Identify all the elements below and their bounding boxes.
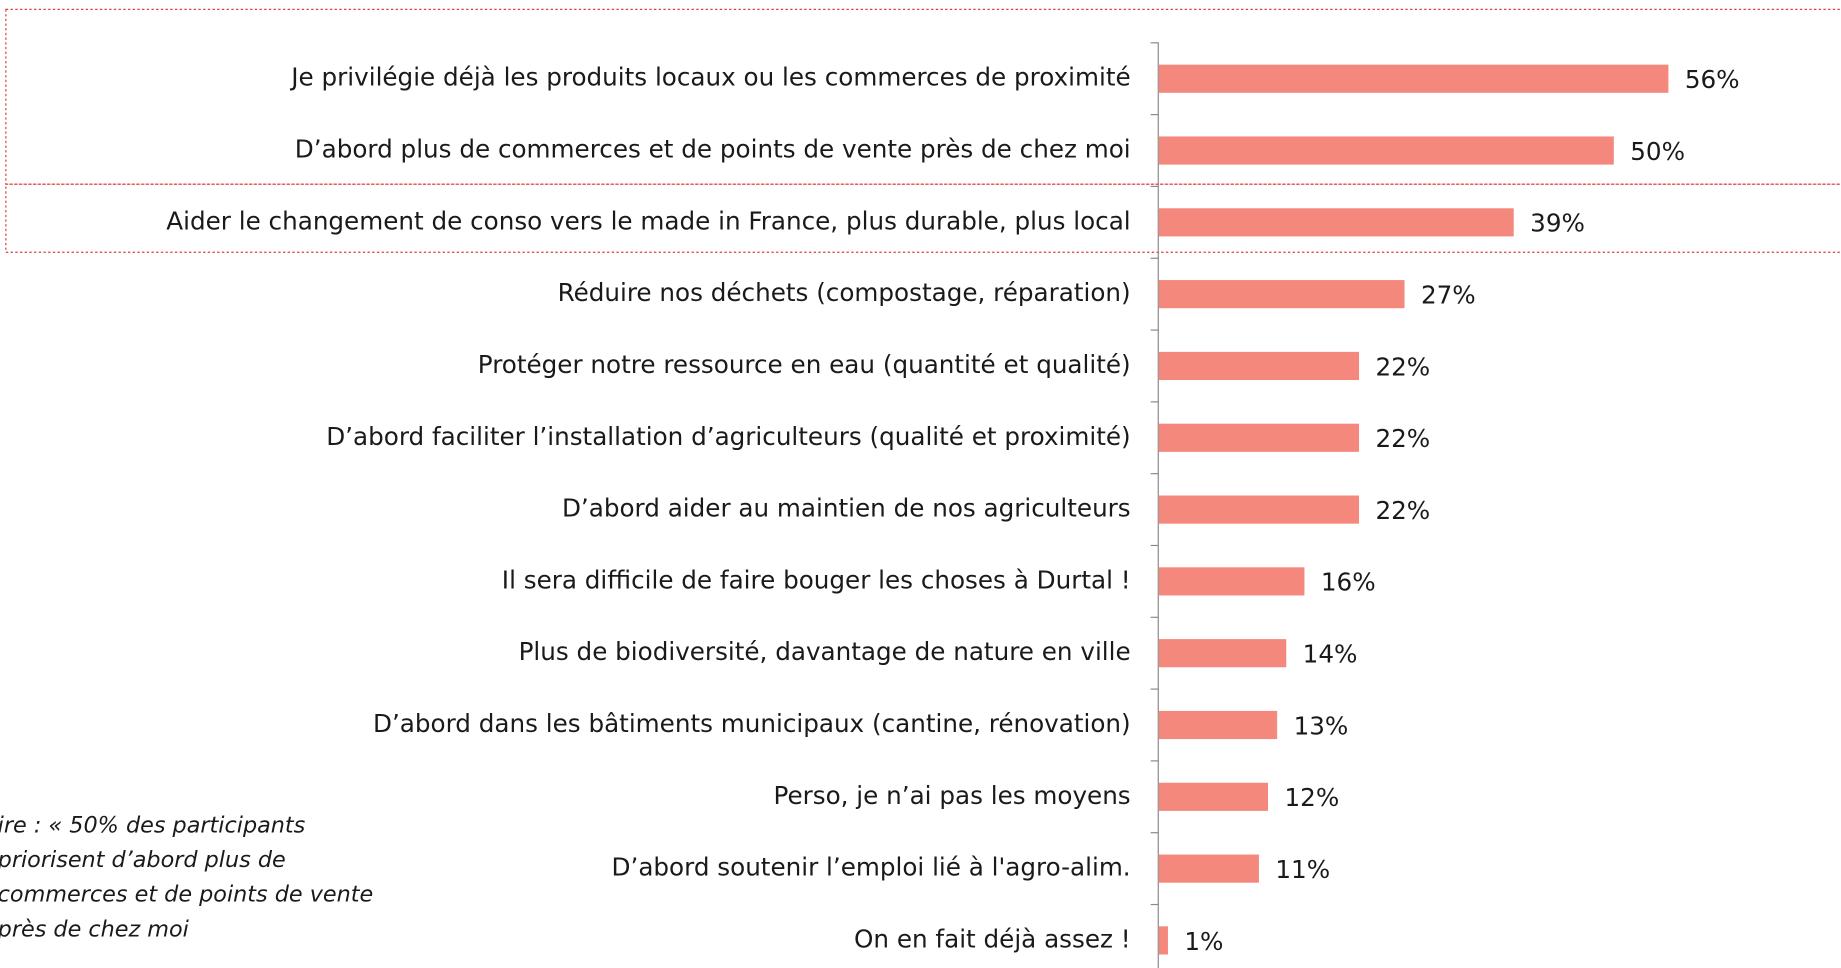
value-label: 27% bbox=[1421, 281, 1476, 310]
category-label: D’abord plus de commerces et de points d… bbox=[295, 135, 1131, 164]
category-label: Je privilégie déjà les produits locaux o… bbox=[289, 63, 1130, 92]
category-label: D’abord faciliter l’installation d’agric… bbox=[326, 422, 1130, 451]
value-label: 22% bbox=[1375, 496, 1430, 525]
bar bbox=[1158, 495, 1360, 524]
value-label: 16% bbox=[1321, 568, 1376, 597]
category-label: On en fait déjà assez ! bbox=[854, 924, 1131, 953]
bar bbox=[1158, 64, 1669, 93]
category-label: Perso, je n’ai pas les moyens bbox=[773, 781, 1130, 810]
category-label: D’abord aider au maintien de nos agricul… bbox=[562, 494, 1131, 523]
category-label: Réduire nos déchets (compostage, réparat… bbox=[558, 278, 1131, 307]
category-label: Aider le changement de conso vers le mad… bbox=[166, 206, 1130, 235]
value-label: 22% bbox=[1375, 352, 1430, 381]
annotation: priorisent d’abord plus de bbox=[0, 847, 286, 873]
category-label: Protéger notre ressource en eau (quantit… bbox=[478, 350, 1131, 379]
bar bbox=[1158, 567, 1305, 596]
bar bbox=[1158, 208, 1514, 237]
bar bbox=[1158, 351, 1360, 381]
annotation: près de chez moi bbox=[0, 916, 190, 942]
value-label: 1% bbox=[1184, 927, 1223, 956]
value-label: 13% bbox=[1294, 711, 1349, 740]
bar bbox=[1158, 423, 1360, 452]
bar bbox=[1158, 782, 1269, 811]
bar bbox=[1158, 280, 1405, 309]
value-label: 39% bbox=[1530, 209, 1585, 238]
annotation: ire : « 50% des participants bbox=[0, 813, 306, 839]
category-label: D’abord dans les bâtiments municipaux (c… bbox=[373, 709, 1131, 738]
value-label: 12% bbox=[1284, 783, 1339, 812]
value-label: 11% bbox=[1275, 855, 1330, 884]
highlight-box bbox=[5, 183, 1841, 253]
bar bbox=[1158, 136, 1614, 165]
bar bbox=[1158, 710, 1278, 740]
bar bbox=[1158, 639, 1287, 668]
value-label: 56% bbox=[1685, 65, 1740, 94]
category-label: Plus de biodiversité, davantage de natur… bbox=[519, 637, 1131, 666]
bar bbox=[1158, 854, 1259, 883]
value-label: 22% bbox=[1375, 424, 1430, 453]
value-label: 50% bbox=[1630, 137, 1685, 166]
value-label: 14% bbox=[1303, 640, 1358, 669]
bar bbox=[1158, 926, 1168, 955]
category-label: D’abord soutenir l’emploi lié à l'agro-a… bbox=[612, 853, 1131, 882]
annotation: commerces et de points de vente bbox=[0, 882, 373, 908]
category-label: Il sera difficile de faire bouger les ch… bbox=[502, 565, 1131, 594]
